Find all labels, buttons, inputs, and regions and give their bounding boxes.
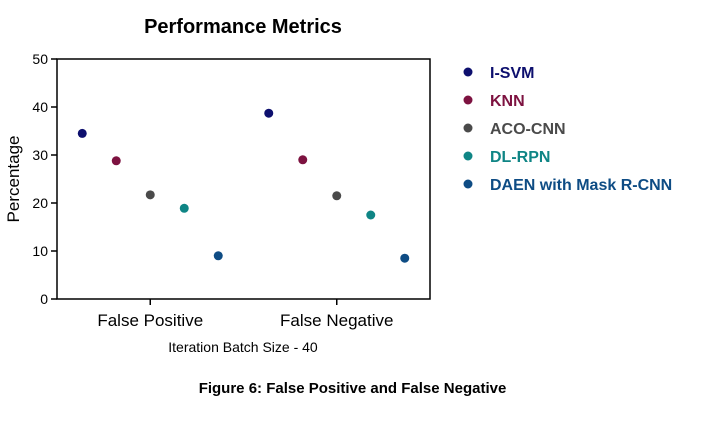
y-tick-label: 10 [32,243,48,259]
chart-title: Performance Metrics [144,16,342,38]
data-points [77,108,410,263]
y-tick-label: 20 [32,195,48,211]
legend: I-SVM KNN ACO-CNN DL-RPN DAEN with Mask R-CN… [463,65,672,194]
y-tick-label: 0 [40,291,48,307]
y-tick-label: 30 [32,147,48,163]
data-point-daen-with-mask-r-cnn [400,253,410,263]
x-axis-label: Iteration Batch Size - 40 [168,339,318,355]
x-axis: False Positive False Negative [97,299,393,330]
data-point-knn [298,155,308,165]
legend-marker [463,67,473,77]
legend-label: DAEN with Mask R-CNN [490,177,672,194]
x-category-label: False Negative [280,311,393,330]
legend-marker [463,95,473,105]
legend-label: DL-RPN [490,149,550,166]
y-tick-label: 50 [32,51,48,67]
legend-label: KNN [490,93,525,110]
data-point-dl-rpn [366,210,376,220]
y-axis-label: Percentage [4,136,23,223]
legend-marker [463,151,473,161]
plot-area-frame [56,58,431,300]
data-point-aco-cnn [145,190,155,200]
data-point-knn [111,156,121,166]
data-point-daen-with-mask-r-cnn [213,251,223,261]
legend-marker [463,123,473,133]
y-tick-label: 40 [32,99,48,115]
chart: Performance Metrics 0 10 20 30 40 50 False Po… [4,16,672,355]
data-point-dl-rpn [179,203,189,213]
data-point-i-svm [264,108,274,118]
figure-caption: Figure 6: False Positive and False Negat… [198,380,507,397]
legend-label: ACO-CNN [490,121,566,138]
legend-marker [463,179,473,189]
x-category-label: False Positive [97,311,203,330]
legend-label: I-SVM [490,65,534,82]
y-axis: 0 10 20 30 40 50 [32,51,57,307]
data-point-i-svm [77,128,87,138]
data-point-aco-cnn [332,191,342,201]
